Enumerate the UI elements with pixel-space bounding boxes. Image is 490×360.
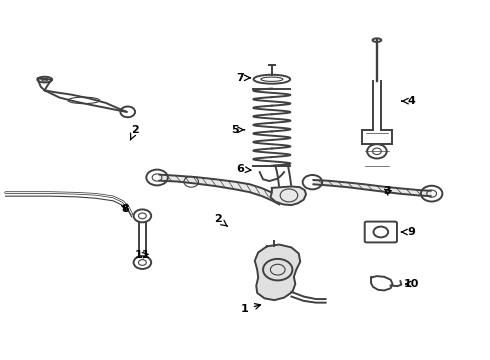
Text: 6: 6 bbox=[236, 164, 251, 174]
Text: 11: 11 bbox=[135, 250, 150, 260]
Text: 3: 3 bbox=[383, 186, 392, 196]
Text: 4: 4 bbox=[402, 96, 415, 106]
Text: 9: 9 bbox=[401, 227, 415, 237]
Polygon shape bbox=[270, 186, 306, 205]
Text: 1: 1 bbox=[241, 303, 261, 314]
Text: 2: 2 bbox=[130, 125, 139, 140]
Polygon shape bbox=[255, 244, 300, 300]
Text: 7: 7 bbox=[236, 73, 250, 83]
Text: 8: 8 bbox=[122, 204, 129, 214]
Text: 5: 5 bbox=[231, 125, 245, 135]
Text: 2: 2 bbox=[214, 215, 227, 226]
Text: 10: 10 bbox=[403, 279, 419, 289]
